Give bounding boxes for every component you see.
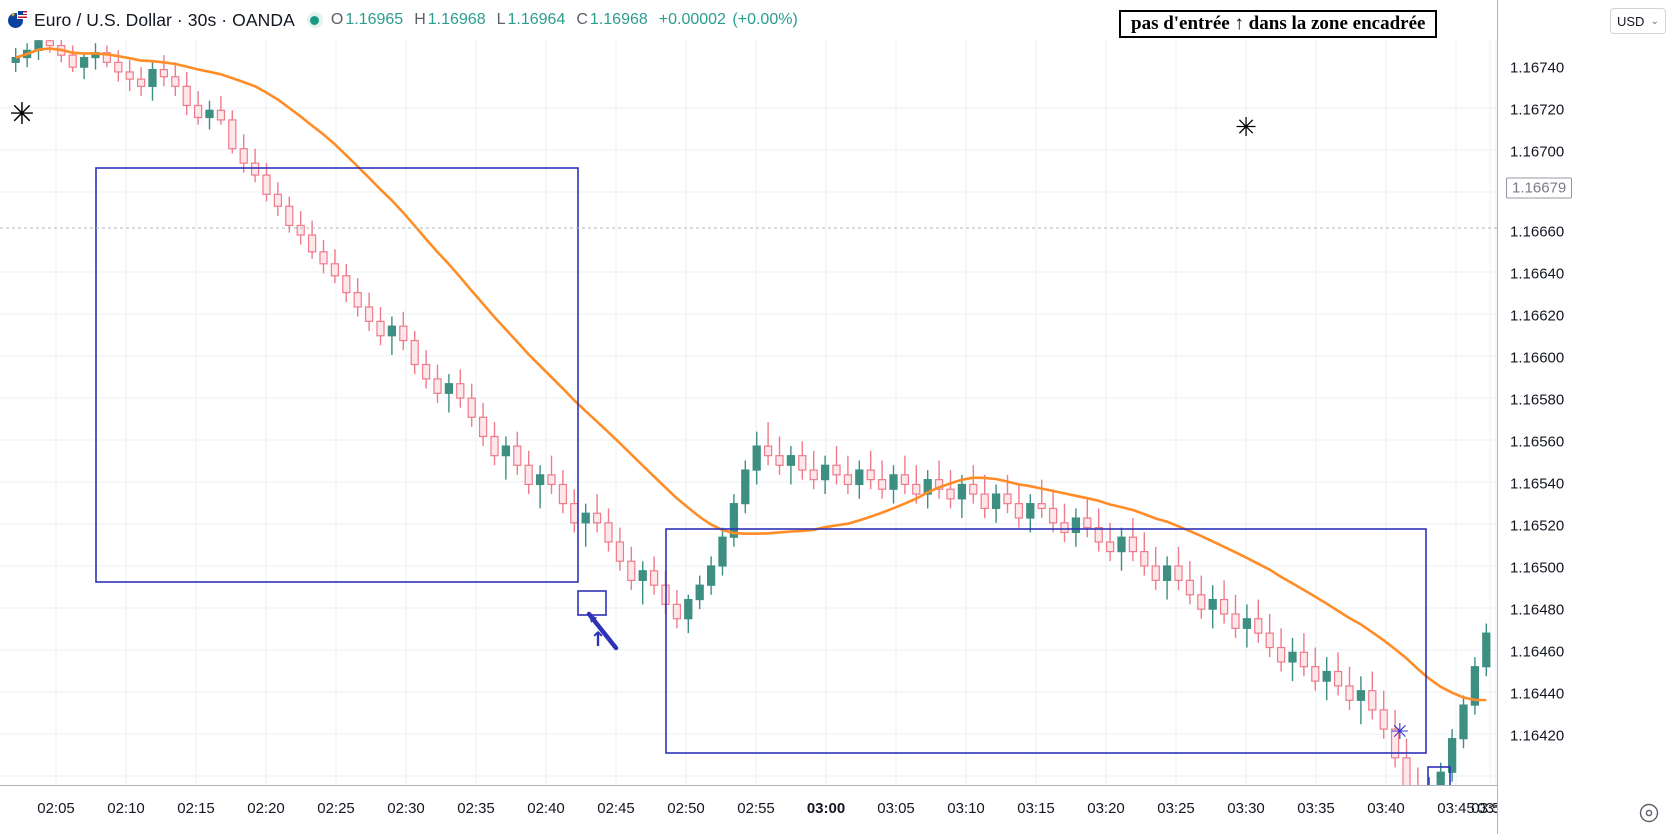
chevron-down-icon: ⌄	[1650, 15, 1659, 27]
price-axis-label: 1.16580	[1510, 391, 1565, 409]
currency-selector[interactable]: USD ⌄	[1610, 8, 1666, 34]
time-axis-label: 03:25	[1157, 800, 1195, 817]
entry-box-1[interactable]	[577, 590, 607, 616]
price-axis-label: 1.16420	[1510, 727, 1565, 745]
price-axis-label: 1.16540	[1510, 475, 1565, 493]
price-axis-label: 1.16520	[1510, 517, 1565, 535]
zone-box-2[interactable]	[665, 528, 1427, 754]
entry-box-2[interactable]	[1427, 766, 1451, 785]
time-axis-label: 03:00	[806, 800, 846, 817]
ohlc-change: +0.00002	[658, 11, 726, 28]
settings-gear-icon[interactable]	[1638, 802, 1660, 824]
price-axis-label: 1.16440	[1510, 685, 1565, 703]
time-axis-label: 02:20	[247, 800, 285, 817]
asterisk-marker-blue: ✳	[1391, 720, 1409, 745]
price-axis[interactable]: 1.16740 1.16720 1.16700 1.16660 1.16640 1.166…	[1497, 0, 1674, 834]
time-axis-label: 03:20	[1087, 800, 1125, 817]
price-axis-label: 1.16660	[1510, 223, 1565, 241]
price-axis-label: 1.16720	[1510, 101, 1565, 119]
ohlc-close-label: C	[576, 11, 588, 28]
time-axis-label: 03:10	[947, 800, 985, 817]
price-axis-label: 1.16480	[1510, 601, 1565, 619]
price-axis-label: 1.16560	[1510, 433, 1565, 451]
time-axis-label: 02:50	[667, 800, 705, 817]
asterisk-marker-right: ✳	[1235, 113, 1257, 143]
ohlc-open-label: O	[330, 11, 344, 28]
annotation-note-box: pas d'entrée ↑ dans la zone encadrée	[1119, 10, 1438, 38]
time-axis-label: 03:40	[1367, 800, 1405, 817]
symbol-title[interactable]: Euro / U.S. Dollar · 30s · OANDA	[34, 9, 295, 30]
time-axis-label: 02:10	[107, 800, 145, 817]
ohlc-close-value: 1.16968	[589, 11, 648, 28]
time-axis-label: 02:40	[527, 800, 565, 817]
currency-selector-label: USD	[1617, 13, 1645, 29]
ohlc-low-value: 1.16964	[507, 11, 566, 28]
eurusd-flag-icon	[8, 10, 28, 30]
asterisk-marker-left: ✳	[9, 97, 34, 132]
price-axis-label: 1.16600	[1510, 349, 1565, 367]
ohlc-open-value: 1.16965	[345, 11, 404, 28]
ohlc-low-label: L	[496, 11, 506, 28]
ohlc-high-value: 1.16968	[427, 11, 486, 28]
time-axis-label: 03:45	[1437, 800, 1475, 817]
price-axis-label: 1.16500	[1510, 559, 1565, 577]
time-axis-label: 02:45	[597, 800, 635, 817]
time-axis-label: 02:15	[177, 800, 215, 817]
time-axis-label: 02:35	[457, 800, 495, 817]
entry-arrow-1-head	[589, 614, 598, 623]
time-axis-label: 03:30	[1227, 800, 1265, 817]
zone-box-1[interactable]	[95, 167, 579, 583]
candlestick-series	[11, 40, 1491, 785]
grid-layer	[0, 40, 1497, 785]
time-axis-label: 02:30	[387, 800, 425, 817]
ohlc-legend: O 1.16965 H 1.16968 L 1.16964 C 1.16968 +0.00002…	[331, 11, 800, 29]
time-axis-label: 03:35	[1297, 800, 1335, 817]
price-axis-label: 1.16700	[1510, 143, 1565, 161]
price-axis-label: 1.16620	[1510, 307, 1565, 325]
ohlc-change-percent: (+0.00%)	[732, 11, 798, 28]
price-axis-label: 1.16460	[1510, 643, 1565, 661]
time-axis[interactable]: 02:05 02:10 02:15 02:20 02:25 02:30 02:35 02:40…	[0, 785, 1515, 834]
price-axis-label: 1.16740	[1510, 59, 1565, 77]
time-axis-label: 03:15	[1017, 800, 1055, 817]
moving-average-line	[15, 47, 1487, 702]
market-status-dot-icon	[306, 12, 323, 28]
up-arrow-glyph-1: ↑	[590, 627, 607, 651]
price-axis-label: 1.16640	[1510, 265, 1565, 283]
annotation-layer[interactable]: ✳✳✳↑↑	[0, 40, 1497, 785]
current-price-label: 1.16679	[1506, 177, 1573, 199]
chart-plot-area[interactable]: ✳✳✳↑↑	[0, 40, 1497, 785]
ohlc-high-label: H	[414, 11, 426, 28]
time-axis-label: 03:05	[877, 800, 915, 817]
time-axis-label: 02:55	[737, 800, 775, 817]
time-axis-label: 02:05	[37, 800, 75, 817]
time-axis-label: 02:25	[317, 800, 355, 817]
